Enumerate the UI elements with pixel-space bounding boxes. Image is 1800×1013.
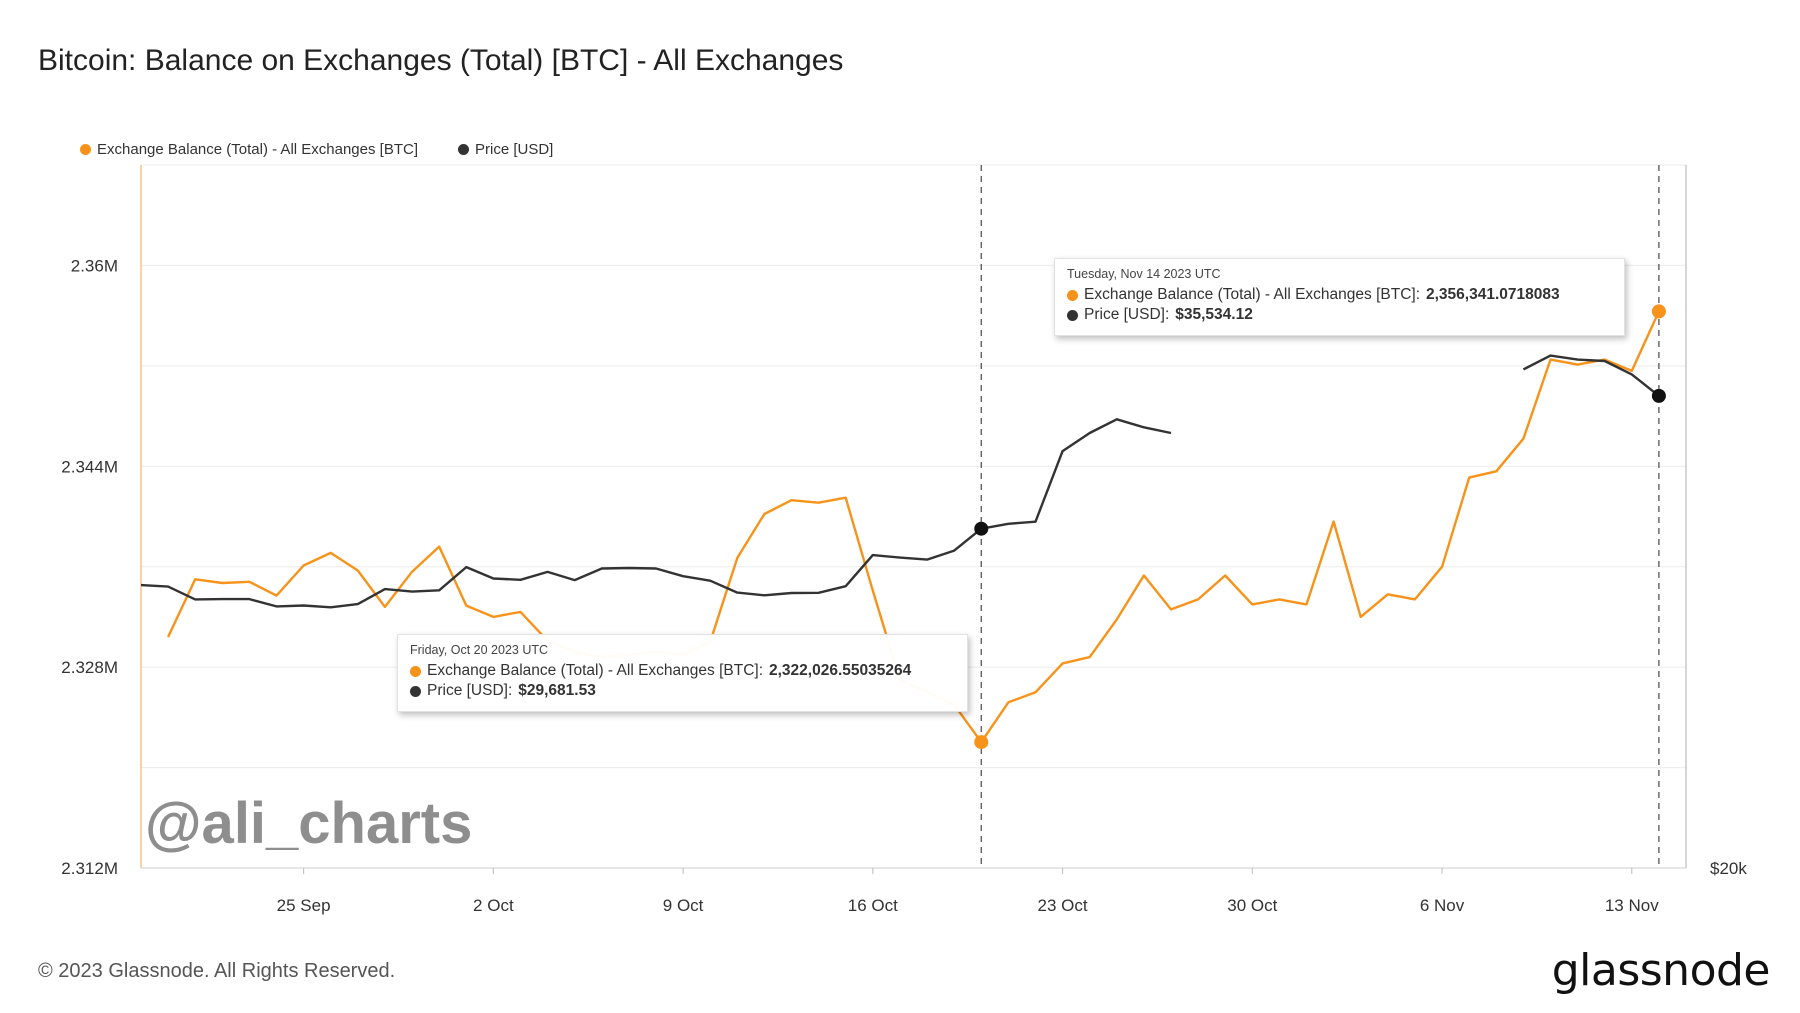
legend-swatch-balance (80, 144, 91, 155)
x-tick-label: 6 Nov (1420, 896, 1465, 915)
y-tick-label: 2.312M (61, 859, 118, 878)
tooltip-balance-row: Exchange Balance (Total) - All Exchanges… (410, 661, 955, 681)
watermark: @ali_charts (145, 791, 473, 856)
glassnode-logo: glassnode (1551, 945, 1771, 996)
x-tick-label: 25 Sep (277, 896, 331, 915)
tooltip-date: Tuesday, Nov 14 2023 UTC (1067, 267, 1221, 281)
legend-item-balance[interactable]: Exchange Balance (Total) - All Exchanges… (80, 141, 418, 158)
y-tick-label: 2.344M (61, 457, 118, 476)
balance-marker (1651, 304, 1666, 319)
x-tick-label: 2 Oct (473, 896, 514, 915)
tooltip-price-swatch (410, 685, 421, 697)
tooltip-price-row: Price [USD]: $35,534.12 (1067, 305, 1612, 325)
tooltip-balance-swatch (1067, 289, 1078, 301)
price-line (1522, 354, 1660, 397)
tooltip-price-value: $29,681.53 (518, 682, 596, 699)
price-line (140, 418, 1172, 609)
tooltip-price-label: Price [USD]: (427, 682, 513, 699)
tooltip-balance-value: 2,356,341.0718083 (1426, 286, 1560, 303)
legend-item-price[interactable]: Price [USD] (458, 141, 553, 158)
legend-label-balance: Exchange Balance (Total) - All Exchanges… (97, 141, 418, 158)
tooltip-balance-label: Exchange Balance (Total) - All Exchanges… (1084, 286, 1420, 303)
tooltip-nov14: Tuesday, Nov 14 2023 UTC Exchange Balanc… (1054, 258, 1625, 336)
tooltip-balance-row: Exchange Balance (Total) - All Exchanges… (1067, 285, 1612, 305)
tooltip-balance-label: Exchange Balance (Total) - All Exchanges… (427, 662, 763, 679)
legend-label-price: Price [USD] (475, 141, 554, 158)
y-right-tick-label: $20k (1710, 859, 1747, 878)
x-tick-label: 9 Oct (663, 896, 704, 915)
y-tick-label: 2.328M (61, 658, 118, 677)
tooltip-price-value: $35,534.12 (1175, 306, 1253, 323)
legend-swatch-price (458, 144, 469, 155)
price-marker (974, 521, 989, 536)
tooltip-oct20: Friday, Oct 20 2023 UTC Exchange Balance… (397, 634, 968, 712)
tooltip-balance-value: 2,322,026.55035264 (769, 662, 912, 679)
x-tick-label: 23 Oct (1038, 896, 1088, 915)
tooltip-balance-swatch (410, 665, 421, 677)
tooltip-price-row: Price [USD]: $29,681.53 (410, 681, 955, 701)
price-marker (1651, 388, 1666, 403)
chart-title: Bitcoin: Balance on Exchanges (Total) [B… (38, 44, 844, 77)
x-tick-label: 13 Nov (1605, 896, 1659, 915)
x-tick-label: 16 Oct (848, 896, 898, 915)
y-tick-label: 2.36M (71, 256, 118, 275)
x-tick-label: 30 Oct (1227, 896, 1277, 915)
tooltip-price-swatch (1067, 309, 1078, 321)
balance-marker (974, 735, 989, 750)
legend: Exchange Balance (Total) - All Exchanges… (80, 141, 553, 158)
tooltip-price-label: Price [USD]: (1084, 306, 1170, 323)
tooltip-date: Friday, Oct 20 2023 UTC (410, 643, 549, 657)
copyright-footer: © 2023 Glassnode. All Rights Reserved. (38, 960, 396, 982)
